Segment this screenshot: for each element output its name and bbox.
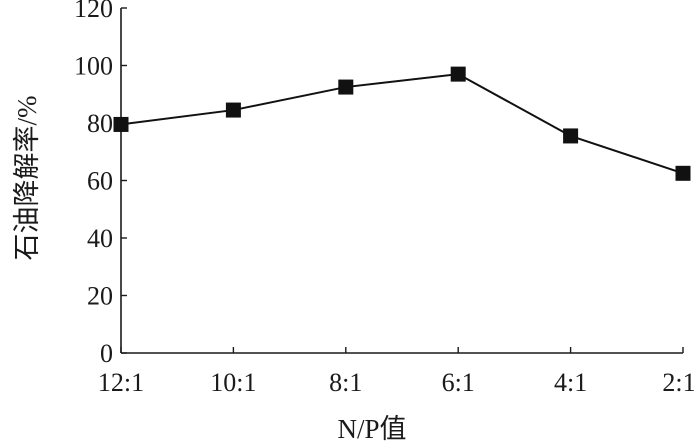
y-axis-title: 石油降解率/% [12,96,42,261]
x-tick-label: 8:1 [329,368,362,397]
data-point-marker [113,116,129,132]
y-tick-label: 100 [74,52,113,81]
x-tick-label: 4:1 [554,368,587,397]
x-axis-title: N/P值 [337,414,406,444]
x-tick-label: 12:1 [98,368,144,397]
series-line [120,73,684,175]
series-markers [113,66,691,181]
x-tick-label: 10:1 [210,368,256,397]
y-tick-label: 60 [87,167,113,196]
data-point-marker [225,102,241,118]
y-axis-title-group: 石油降解率/% [12,96,42,261]
x-ticks: 12:1 10:1 8:1 6:1 4:1 2:1 [98,347,696,397]
x-tick-label: 2:1 [662,368,695,397]
data-point-marker [675,165,691,181]
y-tick-label: 80 [87,109,113,138]
y-tick-label: 40 [87,224,113,253]
y-tick-label: 20 [87,282,113,311]
y-ticks: 0 20 40 60 80 100 120 [74,0,127,368]
x-tick-label: 6:1 [442,368,475,397]
data-point-marker [563,128,579,144]
data-point-marker [338,79,354,95]
data-point-marker [450,66,466,82]
y-tick-label: 0 [100,339,113,368]
y-tick-label: 120 [74,0,113,23]
